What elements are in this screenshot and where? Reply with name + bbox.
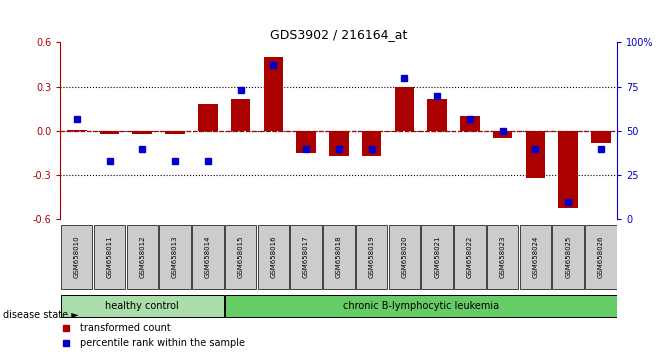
Bar	[525, 131, 546, 178]
Bar	[198, 104, 217, 131]
Text: GSM658021: GSM658021	[434, 236, 440, 278]
Bar	[585, 225, 617, 289]
Bar	[100, 131, 119, 134]
Bar	[67, 130, 87, 131]
Bar	[552, 225, 584, 289]
Bar	[61, 295, 223, 318]
Text: disease state ►: disease state ►	[3, 310, 79, 320]
Bar	[132, 131, 152, 134]
Text: GSM658017: GSM658017	[303, 236, 309, 278]
Bar	[297, 131, 316, 153]
Bar	[427, 98, 447, 131]
Text: GSM658023: GSM658023	[500, 236, 506, 278]
Text: GSM658022: GSM658022	[467, 236, 473, 278]
Bar	[165, 131, 185, 134]
Bar	[159, 225, 191, 289]
Bar	[61, 225, 93, 289]
Bar	[323, 225, 354, 289]
Text: GSM658024: GSM658024	[532, 236, 538, 278]
Bar	[258, 225, 289, 289]
Text: GSM658013: GSM658013	[172, 236, 178, 278]
Text: GSM658015: GSM658015	[238, 236, 244, 278]
Text: GSM658016: GSM658016	[270, 236, 276, 278]
Bar	[395, 87, 414, 131]
Bar	[225, 295, 617, 318]
Bar	[127, 225, 158, 289]
Bar	[558, 131, 578, 208]
Text: GSM658010: GSM658010	[74, 236, 80, 278]
Bar	[94, 225, 125, 289]
Bar	[329, 131, 349, 156]
Text: GSM658026: GSM658026	[598, 236, 604, 278]
Bar	[487, 225, 519, 289]
Bar	[264, 57, 283, 131]
Bar	[356, 225, 387, 289]
Text: chronic B-lymphocytic leukemia: chronic B-lymphocytic leukemia	[343, 301, 499, 311]
Bar	[192, 225, 223, 289]
Bar	[231, 98, 250, 131]
Text: percentile rank within the sample: percentile rank within the sample	[80, 338, 245, 348]
Title: GDS3902 / 216164_at: GDS3902 / 216164_at	[270, 28, 407, 41]
Bar	[389, 225, 420, 289]
Bar	[591, 131, 611, 143]
Bar	[520, 225, 551, 289]
Bar	[460, 116, 480, 131]
Bar	[493, 131, 513, 138]
Bar	[421, 225, 453, 289]
Text: GSM658014: GSM658014	[205, 236, 211, 278]
Text: GSM658020: GSM658020	[401, 236, 407, 278]
Bar	[454, 225, 486, 289]
Text: GSM658011: GSM658011	[107, 236, 113, 278]
Text: GSM658012: GSM658012	[140, 236, 146, 278]
Text: GSM658019: GSM658019	[368, 236, 374, 278]
Text: GSM658025: GSM658025	[565, 236, 571, 278]
Text: healthy control: healthy control	[105, 301, 179, 311]
Bar	[225, 225, 256, 289]
Bar	[291, 225, 322, 289]
Text: transformed count: transformed count	[80, 322, 170, 332]
Bar	[362, 131, 381, 156]
Text: GSM658018: GSM658018	[336, 236, 342, 278]
